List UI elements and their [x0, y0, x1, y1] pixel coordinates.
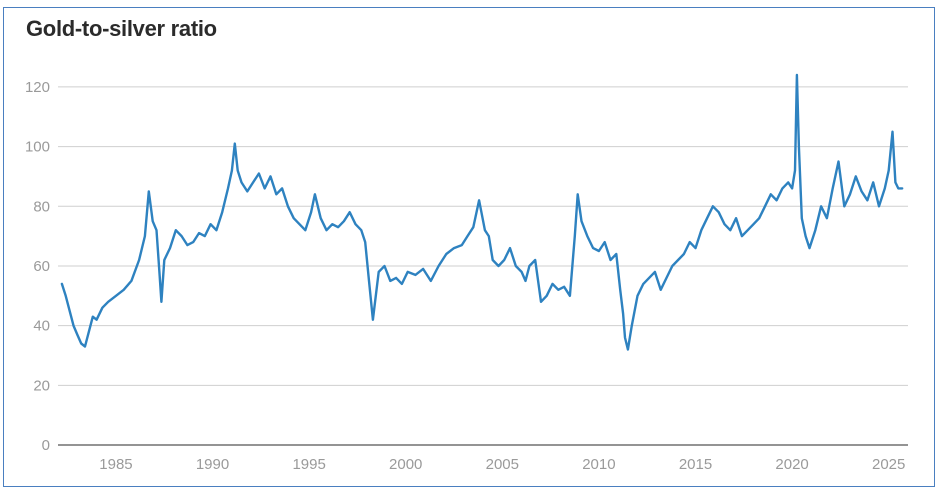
- y-tick-label: 20: [33, 377, 50, 394]
- series-line: [60, 73, 904, 351]
- y-tick-label: 80: [33, 198, 50, 215]
- series-group: [60, 73, 904, 351]
- x-tick-label: 2020: [775, 456, 808, 473]
- y-tick-label: 60: [33, 258, 50, 275]
- x-tick-label: 2005: [486, 456, 519, 473]
- y-tick-label: 40: [33, 318, 50, 335]
- x-tick-label: 2010: [582, 456, 615, 473]
- y-tick-label: 120: [25, 79, 50, 96]
- x-tick-label: 2000: [389, 456, 422, 473]
- x-tick-label: 1985: [99, 456, 132, 473]
- x-tick-labels: 1985 1990 1995 2000 2005 2010 2015 2020 2025: [99, 456, 905, 473]
- gridlines: [58, 86, 908, 446]
- y-tick-label: 100: [25, 139, 50, 156]
- chart-title: Gold-to-silver ratio: [26, 16, 217, 41]
- x-tick-label: 2015: [679, 456, 712, 473]
- y-tick-labels: 0 20 40 60 80 100 120: [25, 79, 50, 454]
- x-tick-label: 1990: [196, 456, 229, 473]
- y-tick-label: 0: [42, 437, 50, 454]
- x-tick-label: 2025: [872, 456, 905, 473]
- x-tick-label: 1995: [292, 456, 325, 473]
